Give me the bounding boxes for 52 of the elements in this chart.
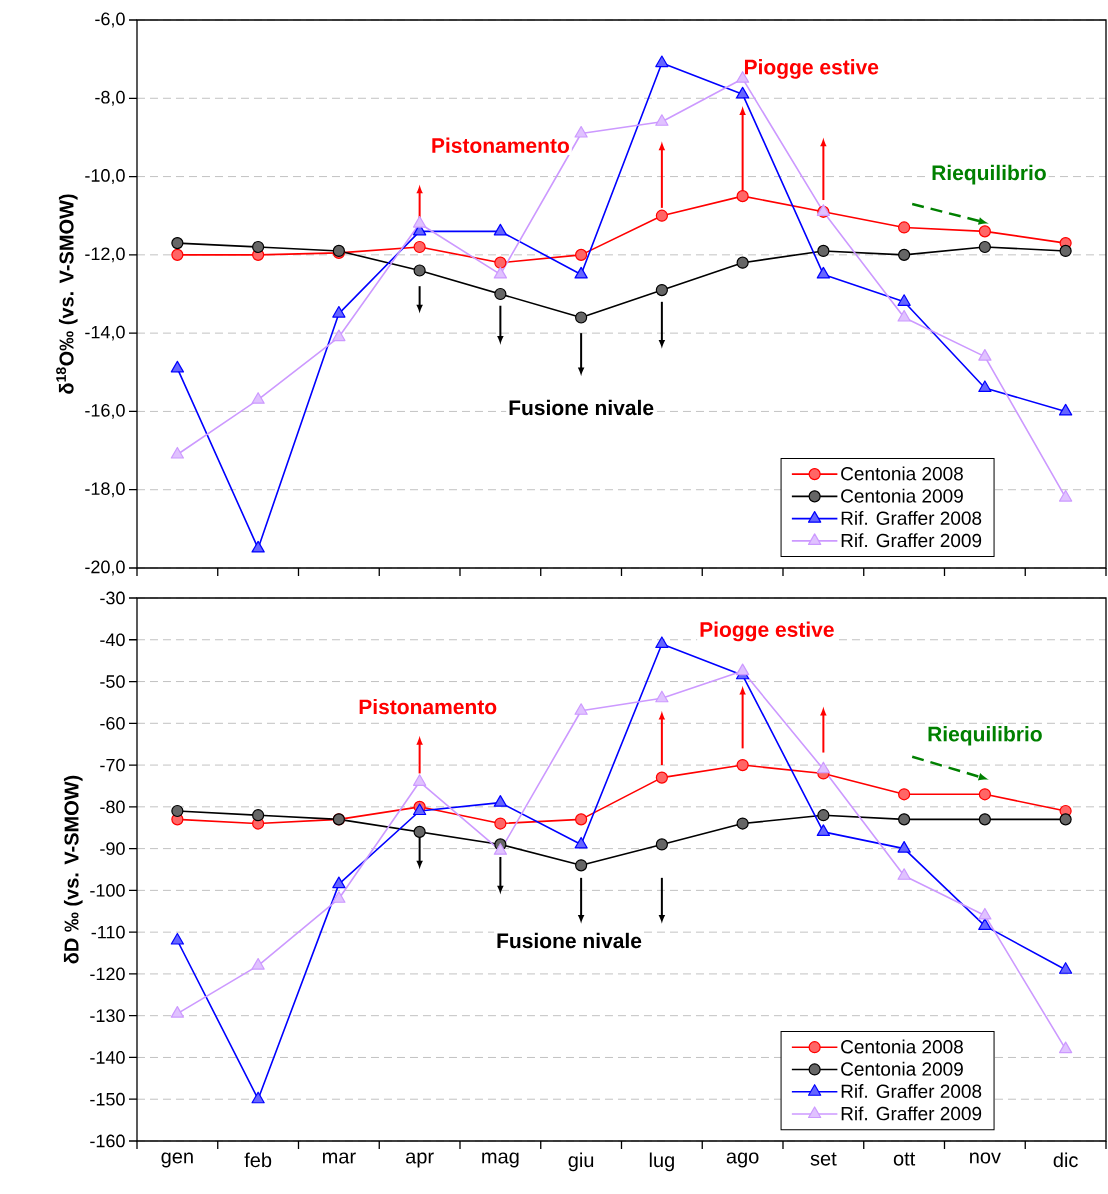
annotation: Pistonamento xyxy=(432,137,569,153)
x-tick-label: mar xyxy=(322,1152,356,1164)
y-axis-title: δD ‰ (vs. V-SMOW) xyxy=(63,775,83,964)
y-tick-label: -150 xyxy=(90,1092,125,1106)
legend-label: Centonia 2009 xyxy=(841,488,963,503)
y-tick-label: -110 xyxy=(91,925,125,939)
legend-label: Rif. Graffer 2009 xyxy=(841,533,982,548)
y-tick-label: -16,0 xyxy=(85,403,125,419)
y-tick-label: -30 xyxy=(100,591,125,605)
y-tick-label: -10,0 xyxy=(85,169,125,184)
y-tick-label: -100 xyxy=(90,884,125,897)
y-tick-label: -80 xyxy=(100,800,125,814)
y-tick-label: -130 xyxy=(90,1009,125,1023)
y-tick-label: -60 xyxy=(100,716,125,730)
y-tick-label: -6,0 xyxy=(95,12,125,28)
legend-label: Centonia 2008 xyxy=(841,466,963,481)
annotation: Fusione nivale xyxy=(497,932,642,949)
y-tick-label: -8,0 xyxy=(95,90,125,106)
y-axis-title: δ$^{18}$O‰ (vs. V-SMOW) xyxy=(56,194,78,394)
x-tick-label: gen xyxy=(161,1152,193,1168)
y-tick-label: -140 xyxy=(90,1051,125,1064)
x-tick-label: lug xyxy=(649,1152,674,1172)
y-tick-label: -12,0 xyxy=(85,247,125,263)
x-tick-label: mag xyxy=(482,1152,519,1168)
legend-label: Rif. Graffer 2009 xyxy=(841,1106,982,1121)
annotation: Riequilibrio xyxy=(928,726,1042,746)
x-tick-label: ago xyxy=(726,1152,759,1168)
legend-label: Rif. Graffer 2008 xyxy=(841,1084,982,1099)
y-tick-label: -90 xyxy=(100,842,125,855)
x-tick-label: ott xyxy=(893,1152,916,1166)
x-tick-label: dic xyxy=(1053,1152,1078,1168)
y-tick-label: -50 xyxy=(100,675,125,688)
annotation: Riequilibrio xyxy=(932,164,1046,185)
y-tick-label: -14,0 xyxy=(85,325,125,341)
y-tick-label: -20,0 xyxy=(85,560,125,576)
x-tick-label: feb xyxy=(244,1152,272,1168)
annotation: Pistonamento xyxy=(359,698,497,715)
annotation: Fusione nivale xyxy=(509,399,654,416)
y-tick-label: -70 xyxy=(100,758,125,772)
annotation: Piogge estive xyxy=(700,621,834,642)
legend-label: Rif. Graffer 2008 xyxy=(841,510,982,525)
x-tick-label: giu xyxy=(568,1152,594,1172)
x-tick-label: apr xyxy=(406,1152,434,1168)
y-tick-label: -120 xyxy=(90,967,125,981)
x-tick-label: set xyxy=(810,1152,837,1166)
y-tick-label: -40 xyxy=(100,633,125,647)
legend-label: Centonia 2008 xyxy=(841,1039,963,1054)
annotation: Piogge estive xyxy=(744,59,879,79)
x-tick-label: nov xyxy=(970,1152,1001,1164)
legend-label: Centonia 2009 xyxy=(841,1061,963,1076)
y-tick-label: -160 xyxy=(90,1134,125,1148)
y-tick-label: -18,0 xyxy=(85,482,125,498)
